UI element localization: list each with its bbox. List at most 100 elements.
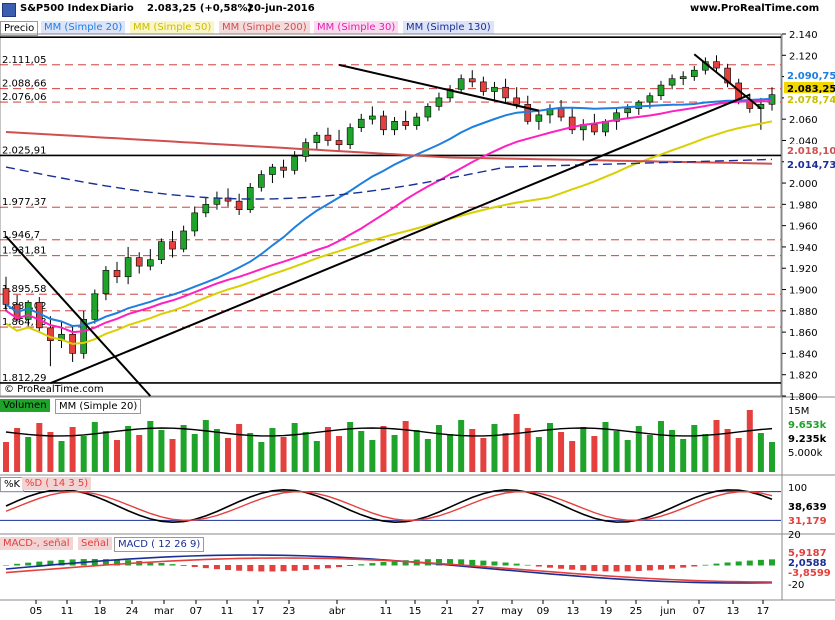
- volume-bar: [580, 427, 587, 472]
- ma130-line: [5, 158, 773, 200]
- volume-bar: [280, 437, 287, 472]
- volume-label: Volumen: [0, 399, 50, 412]
- candle-body: [513, 97, 520, 105]
- price-tick-label: 1.880: [789, 307, 818, 318]
- x-tick-label: 05: [30, 606, 43, 617]
- macd-histogram-bar: [347, 565, 354, 566]
- volume-bar: [380, 426, 387, 472]
- period-label[interactable]: Diario: [100, 3, 134, 14]
- macd-histogram-bar: [624, 565, 631, 572]
- macd-histogram-bar: [158, 562, 165, 566]
- volume-tick-label: 5.000k: [788, 448, 823, 459]
- price-tick-label: 1.820: [789, 371, 818, 382]
- volume-tag: 9.653k: [788, 420, 827, 431]
- macd-histogram-bar: [569, 565, 576, 570]
- candle-body: [102, 270, 110, 295]
- volume-bar: [424, 439, 431, 472]
- volume-bar: [114, 440, 121, 472]
- volume-bar: [724, 429, 731, 472]
- macd-label-c[interactable]: MACD ( 12 26 9): [114, 537, 205, 552]
- candle-body: [657, 84, 665, 97]
- macd-histogram-bar: [746, 560, 753, 566]
- x-tick-label: 17: [757, 606, 770, 617]
- trendline-up: [50, 93, 751, 385]
- volume-bar: [391, 435, 398, 472]
- candle-body: [690, 69, 698, 77]
- macd-histogram-bar: [147, 561, 154, 566]
- macd-histogram-bar: [58, 559, 65, 566]
- price-tag-bg: [784, 69, 834, 81]
- legend-mm200[interactable]: MM (Simple 200): [219, 21, 310, 34]
- candle-body: [324, 134, 332, 141]
- volume-bar: [624, 440, 631, 472]
- candle-body: [646, 95, 654, 103]
- candle-body: [313, 134, 321, 143]
- candle-body: [424, 106, 432, 118]
- macd-label-b[interactable]: Señal: [78, 537, 112, 550]
- macd-histogram-bar: [369, 563, 376, 566]
- candle-body: [613, 112, 620, 122]
- x-tick-label: 11: [380, 606, 393, 617]
- x-tick-label: 19: [600, 606, 613, 617]
- price-tick-label: 2.000: [789, 179, 818, 190]
- volume-bar: [80, 436, 87, 472]
- volume-bar: [680, 439, 687, 472]
- price-tag-bg: [784, 158, 834, 170]
- volume-bar: [180, 425, 187, 472]
- legend-mm130[interactable]: MM (Simple 130): [403, 21, 494, 34]
- macd-histogram-bar: [735, 561, 742, 566]
- volume-bar: [502, 433, 509, 472]
- x-tick-label: 21: [441, 606, 454, 617]
- volume-bar: [413, 430, 420, 472]
- symbol-name: S&P500 Index: [20, 3, 99, 14]
- candle-body: [135, 257, 143, 267]
- volume-bar: [757, 433, 764, 472]
- candle-body: [2, 288, 10, 305]
- price-tag: 2.018,10: [787, 146, 835, 157]
- candle-body: [380, 115, 387, 131]
- volume-bar: [602, 422, 609, 472]
- candle-body: [402, 121, 409, 126]
- level-label: 2.025,91: [2, 145, 47, 156]
- legend-mm20[interactable]: MM (Simple 20): [41, 21, 126, 34]
- macd-histogram-bar: [435, 559, 442, 566]
- volume-bar: [69, 427, 76, 472]
- ma200-line: [5, 131, 773, 165]
- macd-tick-label: 20: [788, 530, 801, 541]
- level-label: 1.931,81: [2, 246, 47, 257]
- volume-bar: [558, 432, 565, 472]
- macd-histogram-bar: [302, 565, 309, 571]
- macd-histogram-bar: [191, 565, 198, 568]
- volume-bar: [702, 434, 709, 472]
- legend-mm30[interactable]: MM (Simple 30): [314, 21, 399, 34]
- macd-signal-line: [5, 557, 773, 583]
- x-tick-label: 18: [94, 606, 107, 617]
- candle-body: [202, 204, 210, 214]
- volume-bar: [336, 436, 343, 472]
- volume-bar: [613, 431, 620, 472]
- volume-bar: [480, 438, 487, 472]
- price-tag: 2.078,74: [787, 95, 835, 106]
- trendline-resistance: [338, 63, 540, 112]
- stoch-k-line: [5, 488, 773, 523]
- legend-mm50[interactable]: MM (Simple 50): [130, 21, 215, 34]
- volume-bar: [435, 425, 442, 472]
- candle-body: [91, 293, 99, 320]
- stoch-d-label[interactable]: %D ( 14 3 5): [22, 477, 92, 490]
- macd-histogram-bar: [202, 565, 209, 569]
- chart-menu-icon[interactable]: [2, 3, 16, 17]
- macd-histogram-bar: [336, 565, 343, 568]
- volume-ma-label[interactable]: MM (Simple 20): [55, 399, 142, 414]
- stoch-k-label[interactable]: %K: [0, 477, 25, 492]
- macd-histogram-bar: [91, 559, 98, 566]
- price-tick-label: 1.940: [789, 243, 818, 254]
- x-tick-label: abr: [329, 606, 346, 617]
- candle-body: [591, 124, 598, 133]
- macd-label-a[interactable]: MACD-, señal: [0, 537, 73, 550]
- volume-bar: [58, 441, 65, 472]
- x-tick-label: 15: [409, 606, 422, 617]
- level-label: 1.812,29: [2, 373, 47, 384]
- volume-ma-line: [5, 427, 773, 437]
- price-tick-label: 2.140: [789, 30, 818, 41]
